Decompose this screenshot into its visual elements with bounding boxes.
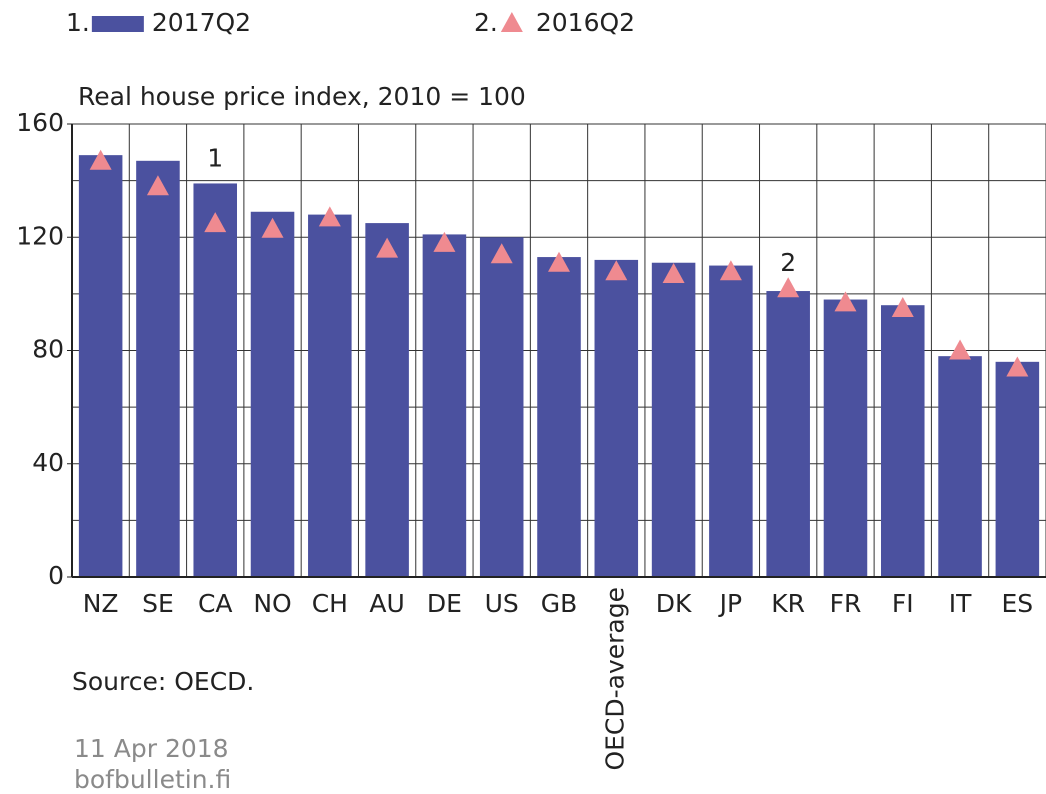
y-tick-label: 160 bbox=[16, 108, 64, 137]
legend-number: 1. bbox=[66, 8, 90, 37]
bar bbox=[479, 237, 524, 577]
legend-label: 2016Q2 bbox=[536, 8, 635, 37]
bar bbox=[365, 223, 409, 577]
triangle-marker bbox=[949, 339, 972, 360]
triangle-marker bbox=[204, 212, 227, 233]
y-tick-label: 0 bbox=[48, 561, 64, 590]
bar bbox=[594, 259, 639, 577]
bar bbox=[880, 305, 925, 577]
bar bbox=[823, 299, 868, 577]
x-tick-label: DK bbox=[656, 589, 692, 618]
triangle-marker bbox=[261, 217, 284, 238]
x-tick-label: KR bbox=[771, 589, 805, 618]
triangle-marker bbox=[719, 260, 742, 281]
bar bbox=[995, 361, 1040, 577]
legend-label: 2017Q2 bbox=[152, 8, 251, 37]
x-tick-label: ES bbox=[1002, 589, 1034, 618]
triangle-marker bbox=[318, 206, 341, 227]
bar bbox=[651, 262, 696, 577]
site: bofbulletin.fi bbox=[74, 765, 231, 794]
x-tick-label: FR bbox=[830, 589, 862, 618]
source: Source: OECD. bbox=[72, 667, 254, 696]
chart-title: Real house price index, 2010 = 100 bbox=[78, 82, 526, 111]
bar bbox=[308, 214, 352, 577]
x-tick-label: IT bbox=[949, 589, 972, 618]
x-tick-label: AU bbox=[369, 589, 404, 618]
bar bbox=[938, 356, 982, 577]
x-tick-label: FI bbox=[892, 589, 914, 618]
legend-number: 2. bbox=[474, 8, 498, 37]
triangle-marker bbox=[433, 231, 456, 252]
x-tick-label: DE bbox=[427, 589, 462, 618]
triangle-marker bbox=[490, 243, 513, 264]
annotation: 1 bbox=[207, 143, 223, 172]
bar bbox=[766, 291, 810, 577]
y-tick-label: 80 bbox=[32, 335, 64, 364]
triangle-marker bbox=[146, 175, 169, 196]
x-tick-label: OECD-average bbox=[600, 587, 629, 771]
x-tick-label: NO bbox=[253, 589, 291, 618]
triangle-marker bbox=[605, 260, 628, 281]
x-tick-label: JP bbox=[718, 589, 742, 618]
y-tick-label: 120 bbox=[16, 221, 64, 250]
y-tick-label: 40 bbox=[32, 448, 64, 477]
triangle-marker bbox=[1006, 356, 1029, 377]
triangle-marker bbox=[777, 277, 800, 298]
x-tick-label: NZ bbox=[83, 589, 119, 618]
legend-swatch bbox=[91, 16, 144, 32]
bar bbox=[709, 265, 753, 577]
annotation: 2 bbox=[780, 248, 796, 277]
x-tick-label: SE bbox=[142, 589, 174, 618]
bar bbox=[422, 234, 467, 577]
x-tick-label: CH bbox=[312, 589, 348, 618]
bar bbox=[78, 155, 123, 578]
bar bbox=[250, 211, 295, 578]
bar bbox=[193, 183, 238, 578]
triangle-marker bbox=[834, 291, 857, 312]
triangle-marker bbox=[89, 149, 112, 170]
bar bbox=[537, 257, 581, 577]
bar bbox=[136, 160, 180, 577]
triangle-marker bbox=[376, 237, 399, 258]
x-tick-label: CA bbox=[198, 589, 233, 618]
x-tick-label: US bbox=[485, 589, 519, 618]
triangle-marker bbox=[662, 263, 685, 284]
triangle-marker bbox=[548, 251, 570, 272]
triangle-marker bbox=[891, 297, 914, 318]
legend-swatch bbox=[500, 12, 523, 32]
x-tick-label: GB bbox=[541, 589, 578, 618]
date: 11 Apr 2018 bbox=[74, 734, 229, 763]
